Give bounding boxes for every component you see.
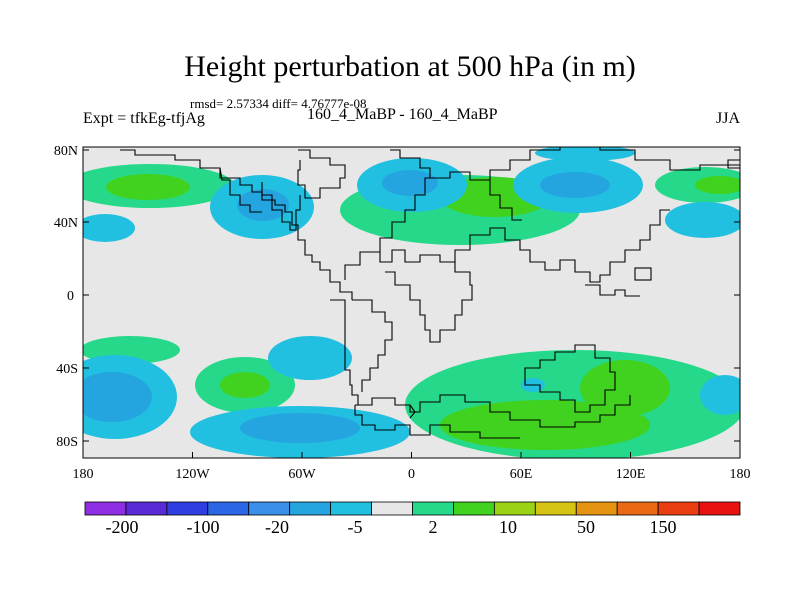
colorbar-swatch: [616, 501, 659, 516]
contour-region: [106, 174, 190, 200]
season-label: JJA: [716, 110, 741, 127]
lat-label: 80N: [54, 144, 78, 159]
colorbar-swatch: [657, 501, 700, 516]
contour-region: [83, 372, 152, 422]
stats-text: rmsd= 2.57334 diff= 4.76777e-08: [190, 96, 367, 111]
contour-region: [540, 172, 610, 198]
experiment-label: Expt = tfkEg-tfjAg: [83, 110, 205, 127]
contour-region: [240, 413, 360, 443]
contour-region: [83, 214, 135, 242]
coastline: [454, 209, 670, 283]
colorbar-swatch: [289, 501, 332, 516]
coastline: [634, 267, 652, 281]
coastline: [379, 249, 473, 343]
colorbar-label: -20: [265, 517, 289, 537]
coastline: [120, 149, 353, 300]
colorbar-swatch: [330, 501, 372, 516]
coastline: [352, 299, 393, 392]
colorbar: [84, 501, 741, 516]
lat-label: 40S: [56, 362, 78, 377]
contour-region: [665, 202, 740, 238]
colorbar-swatch: [575, 501, 618, 516]
colorbar-swatch: [371, 501, 413, 516]
colorbar-label: 10: [499, 517, 517, 537]
coastline: [585, 284, 640, 297]
coastline: [355, 394, 631, 428]
coastline: [261, 182, 301, 231]
coastline: [330, 299, 359, 405]
colorbar-swatch: [207, 501, 250, 516]
colorbar-swatch: [412, 501, 454, 516]
lon-label: 120W: [175, 467, 210, 482]
contour-region: [700, 375, 740, 415]
colorbar-swatch: [84, 501, 127, 516]
colorbar-swatch: [534, 501, 577, 516]
coastline: [219, 167, 262, 213]
colorbar-label: 50: [577, 517, 595, 537]
coastline: [430, 147, 740, 181]
colorbar-swatch: [125, 501, 168, 516]
coastline: [489, 180, 522, 221]
lat-label: 0: [67, 289, 74, 304]
colorbar-label: 150: [650, 517, 677, 537]
contour-field: [83, 147, 740, 458]
lon-label: 0: [408, 467, 415, 482]
coastline: [727, 159, 740, 169]
coastline: [354, 405, 520, 439]
coastlines: [120, 147, 740, 439]
lat-label: 40N: [54, 216, 78, 231]
colorbar-swatch: [493, 501, 536, 516]
coastline: [409, 404, 416, 419]
y-ticks: [83, 149, 740, 442]
coastline: [297, 149, 346, 199]
coastline: [344, 149, 431, 280]
colorbar-swatch: [248, 501, 291, 516]
contour-region: [220, 372, 270, 398]
subtitle: 160_4_MaBP - 160_4_MaBP: [307, 106, 498, 123]
contour-region: [237, 189, 289, 221]
coastline: [524, 344, 616, 413]
plot-title: Height perturbation at 500 hPa (in m): [184, 50, 636, 83]
contour-region: [580, 360, 670, 416]
lat-label: 80S: [56, 435, 78, 450]
contour-region: [268, 336, 352, 380]
colorbar-swatch: [453, 501, 495, 516]
lon-label: 180: [730, 467, 751, 482]
colorbar-swatch: [698, 501, 741, 516]
colorbar-swatch: [166, 501, 209, 516]
lon-label: 60W: [288, 467, 316, 482]
colorbar-label: -5: [348, 517, 363, 537]
lon-label: 180: [73, 467, 94, 482]
lon-label: 120E: [616, 467, 646, 482]
contour-region: [382, 170, 438, 196]
colorbar-label: 2: [429, 517, 438, 537]
colorbar-label: -200: [106, 517, 139, 537]
lon-label: 60E: [510, 467, 533, 482]
colorbar-label: -100: [187, 517, 220, 537]
contour-region: [695, 176, 740, 194]
x-ticks: [82, 452, 741, 458]
